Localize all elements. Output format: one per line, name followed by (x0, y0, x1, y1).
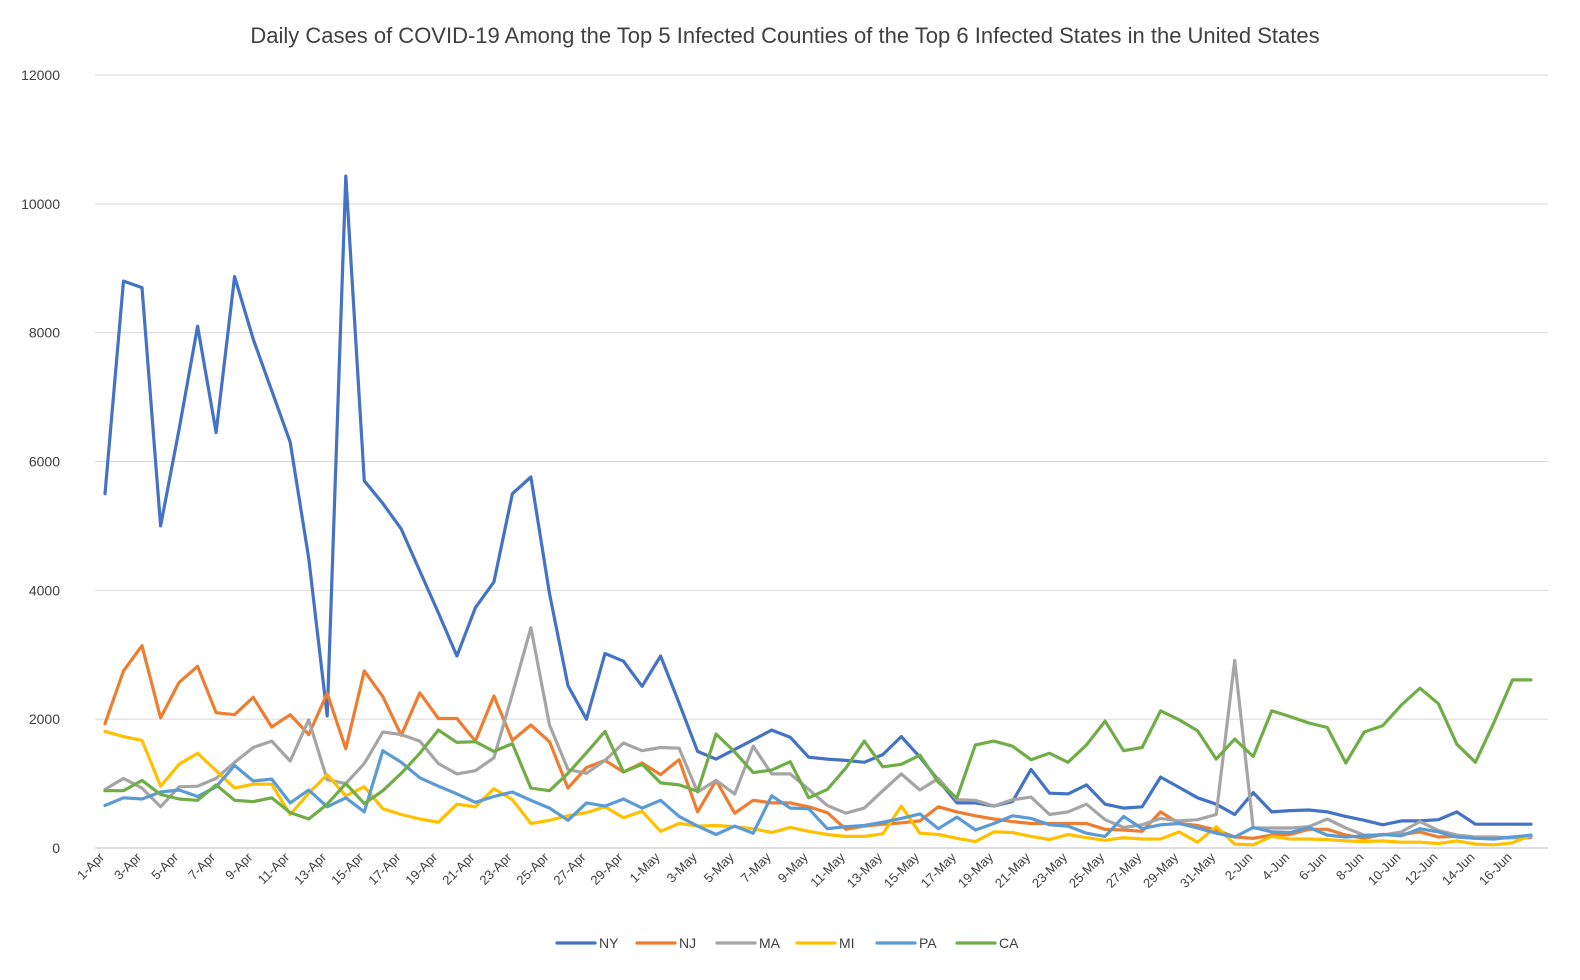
series-line-pa (103, 749, 1533, 841)
y-tick-label: 4000 (29, 582, 60, 598)
y-axis-tick-labels: 0 2000 4000 6000 8000 10000 12000 (21, 67, 60, 856)
legend-label-mi: MI (839, 935, 855, 951)
y-tick-label: 6000 (29, 454, 60, 470)
y-tick-label: 0 (52, 840, 60, 856)
legend-label-ma: MA (759, 935, 781, 951)
y-tick-label: 12000 (21, 67, 60, 83)
y-tick-label: 2000 (29, 711, 60, 727)
legend-label-nj: NJ (679, 935, 696, 951)
legend-label-pa: PA (919, 935, 937, 951)
legend: NY NJ MA MI PA CA (555, 935, 1019, 951)
y-tick-label: 10000 (21, 196, 60, 212)
legend-label-ca: CA (999, 935, 1019, 951)
series-line-mi (103, 729, 1533, 847)
series-lines (103, 174, 1533, 847)
legend-label-ny: NY (599, 935, 619, 951)
series-line-ma (103, 626, 1533, 840)
series-line-ca (103, 678, 1533, 821)
series-line-ny (103, 174, 1533, 827)
chart-title: Daily Cases of COVID-19 Among the Top 5 … (250, 23, 1319, 48)
series-line-nj (103, 644, 1533, 840)
y-tick-label: 8000 (29, 325, 60, 341)
